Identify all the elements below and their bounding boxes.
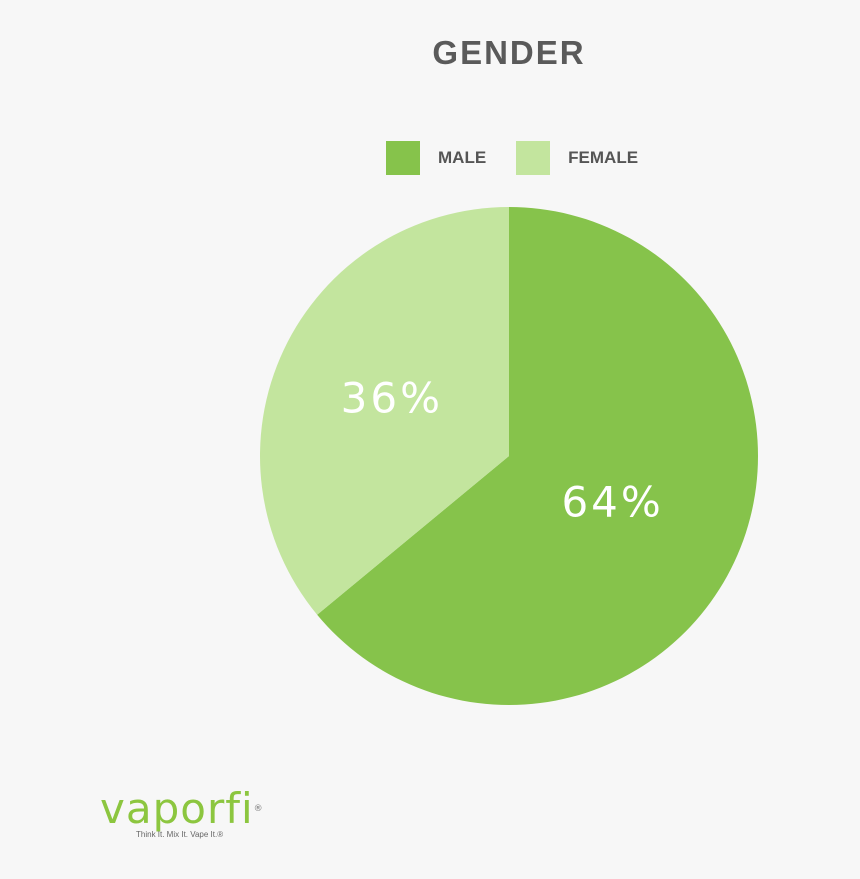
legend-item-male: MALE: [386, 141, 486, 175]
chart-title: GENDER: [432, 34, 586, 71]
legend-item-female: FEMALE: [516, 141, 638, 175]
legend-swatch-male: [386, 141, 420, 175]
pie-slice-male: [317, 207, 758, 706]
slice-label-male: 64%: [561, 477, 663, 526]
slice-label-female: 36%: [341, 373, 443, 422]
chart-legend: MALE FEMALE: [386, 141, 668, 175]
legend-label-female: FEMALE: [568, 148, 639, 167]
logo-tagline: Think It. Mix It. Vape It.®: [136, 830, 224, 839]
legend-label-male: MALE: [438, 148, 487, 167]
vaporfi-logo: vaporfi® Think It. Mix It. Vape It.®: [100, 788, 264, 840]
pie-slice-female: [259, 207, 509, 615]
legend-swatch-female: [516, 141, 551, 175]
logo-wordmark: vaporfi: [100, 784, 254, 833]
logo-registered-mark: ®: [253, 804, 264, 814]
